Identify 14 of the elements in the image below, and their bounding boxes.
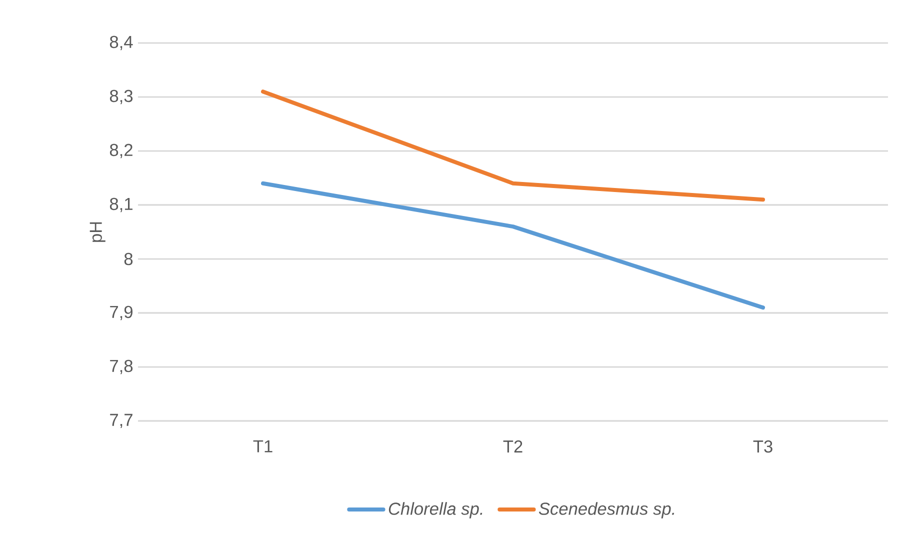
x-tick-label: T3 <box>753 440 772 453</box>
legend-label: Chlorella sp. <box>388 502 482 518</box>
y-axis-title: pH <box>90 222 106 242</box>
y-tick-label: 8,1 <box>110 198 132 212</box>
y-tick-label: 8 <box>124 252 133 266</box>
y-tick-label: 8,2 <box>110 144 132 158</box>
x-tick-label: T2 <box>503 440 522 452</box>
legend-label: Scenedesmus sp. <box>538 502 674 518</box>
x-tick-label: T1 <box>253 440 272 452</box>
y-tick-label: 7,7 <box>110 414 132 428</box>
y-tick-label: 7,8 <box>110 360 133 374</box>
y-tick-label: 8,3 <box>110 90 133 104</box>
y-tick-label: 7,9 <box>110 306 132 320</box>
y-tick-label: 8,4 <box>110 36 133 50</box>
